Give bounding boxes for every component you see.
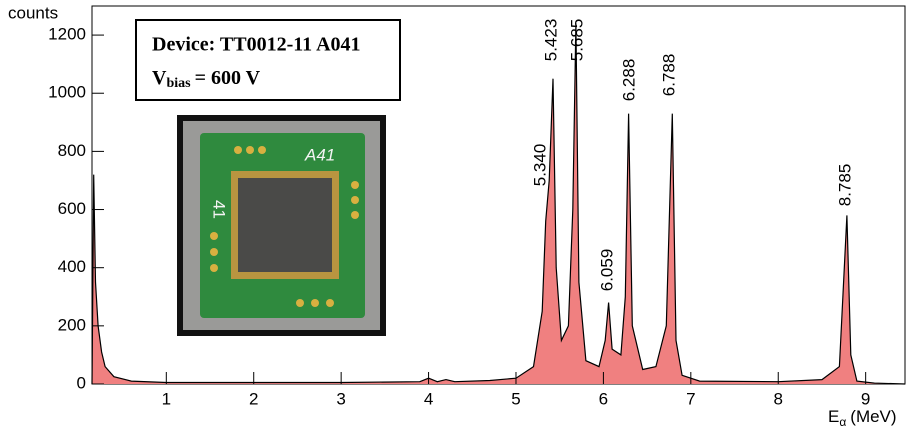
x-label-symbol: E <box>828 407 839 426</box>
pad <box>296 299 304 307</box>
pad <box>351 211 359 219</box>
pad <box>246 146 254 154</box>
peak-label: 6.788 <box>659 54 678 97</box>
device-photo: A41 41 <box>177 115 386 336</box>
peak-label: 5.340 <box>530 144 549 187</box>
y-axis-label: counts <box>8 3 58 22</box>
y-tick-label: 1000 <box>48 83 86 102</box>
peak-label: 6.059 <box>597 249 616 292</box>
bias-symbol: V <box>152 67 167 89</box>
info-box <box>135 19 401 101</box>
x-tick-label: 8 <box>774 389 783 408</box>
pad <box>210 248 218 256</box>
pad <box>311 299 319 307</box>
y-tick-label: 0 <box>77 373 86 392</box>
spectrum-line <box>91 23 906 385</box>
x-tick-label: 7 <box>686 389 695 408</box>
x-axis-label: Eα (MeV) <box>828 407 897 429</box>
x-tick-label: 1 <box>162 389 171 408</box>
x-tick-label: 5 <box>511 389 520 408</box>
peak-label: 5.685 <box>567 19 586 62</box>
pad <box>258 146 266 154</box>
photo-label: 41 <box>210 200 229 219</box>
peak-label: 5.423 <box>541 19 560 62</box>
bias-label: Vbias = 600 V <box>152 67 261 92</box>
y-tick-label: 800 <box>58 141 86 160</box>
pad <box>326 299 334 307</box>
bias-text: = 600 V <box>195 67 261 89</box>
device-label: Device: TT0012-11 A041 <box>152 34 361 56</box>
peak-label: 6.288 <box>619 59 638 102</box>
peak-label: 8.785 <box>835 164 854 207</box>
x-tick-label: 4 <box>424 389 433 408</box>
plot-area <box>91 23 906 385</box>
x-label-unit: (MeV) <box>850 407 896 426</box>
x-tick-label: 6 <box>599 389 608 408</box>
y-tick-label: 200 <box>58 315 86 334</box>
y-tick-label: 1200 <box>48 25 86 44</box>
photo-label: A41 <box>304 145 335 164</box>
bias-subscript: bias <box>166 76 191 91</box>
y-tick-label: 600 <box>58 199 86 218</box>
x-tick-label: 2 <box>249 389 258 408</box>
pad <box>234 146 242 154</box>
pad <box>351 196 359 204</box>
y-tick-label: 400 <box>58 257 86 276</box>
pad <box>351 181 359 189</box>
pad <box>210 264 218 272</box>
x-tick-label: 9 <box>861 389 870 408</box>
detector <box>238 178 332 272</box>
pad <box>210 232 218 240</box>
x-tick-label: 3 <box>336 389 345 408</box>
x-label-subscript: α <box>839 415 846 429</box>
